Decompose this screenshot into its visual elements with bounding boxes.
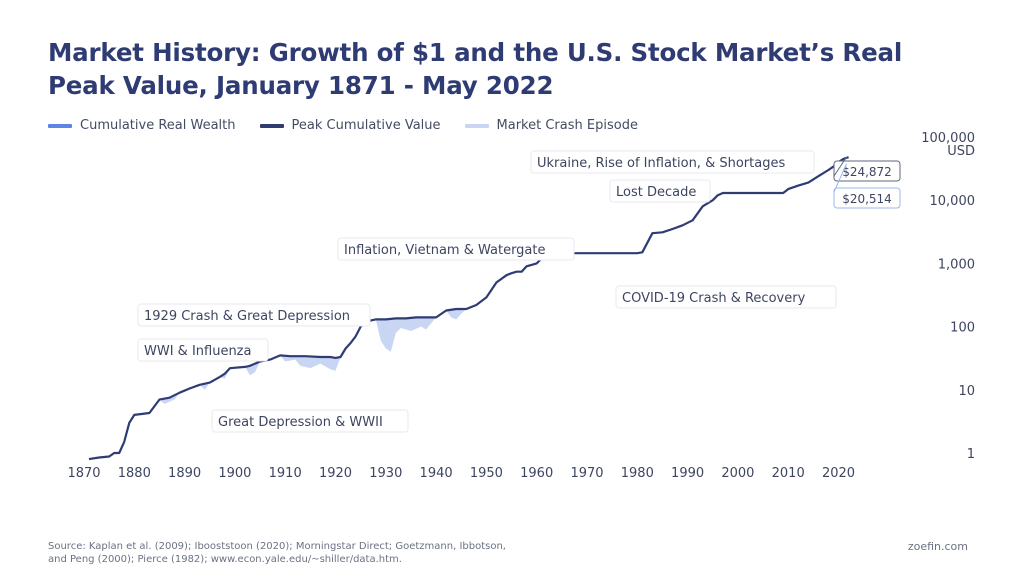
x-tick-label: 1930 bbox=[369, 466, 402, 481]
y-tick-label: 100,000 bbox=[921, 131, 975, 146]
chart-legend: Cumulative Real Wealth Peak Cumulative V… bbox=[48, 118, 662, 133]
x-tick-label: 1980 bbox=[621, 466, 654, 481]
x-tick-label: 1920 bbox=[319, 466, 352, 481]
source-line-1: Source: Kaplan et al. (2009); Ibooststoo… bbox=[48, 541, 506, 552]
annotation-box bbox=[137, 303, 371, 327]
value-labels: $24,872 $20,514 bbox=[833, 156, 901, 209]
x-tick-label: 2010 bbox=[772, 466, 805, 481]
x-tick-label: 1950 bbox=[470, 466, 503, 481]
x-tick-label: 1940 bbox=[420, 466, 453, 481]
annotation-label: COVID-19 Crash & Recovery bbox=[622, 291, 806, 306]
annotation-box bbox=[615, 285, 837, 309]
legend-item-cumulative-real-wealth: Cumulative Real Wealth bbox=[48, 118, 236, 133]
x-tick-label: 1990 bbox=[671, 466, 704, 481]
crash-episode-area-5 bbox=[280, 355, 341, 371]
value-label-connector bbox=[833, 156, 847, 177]
source-line-2: and Peng (2000); Pierce (1982); www.econ… bbox=[48, 554, 402, 565]
source-note: Source: Kaplan et al. (2009); Ibooststoo… bbox=[48, 540, 506, 566]
legend-label-cumulative-real-wealth: Cumulative Real Wealth bbox=[80, 118, 236, 133]
legend-item-peak-cumulative-value: Peak Cumulative Value bbox=[259, 118, 441, 133]
legend-label-peak-cumulative-value: Peak Cumulative Value bbox=[291, 118, 441, 133]
peak-cumulative-value-line bbox=[88, 156, 849, 461]
value-label: $24,872 bbox=[842, 165, 892, 179]
x-tick-label: 1910 bbox=[269, 466, 302, 481]
chart-title: Market History: Growth of $1 and the U.S… bbox=[48, 38, 903, 100]
annotations: 1929 Crash & Great Depression WWI & Influ… bbox=[137, 150, 837, 433]
legend-swatch-market-crash-episode bbox=[464, 123, 489, 128]
legend-label-market-crash-episode: Market Crash Episode bbox=[496, 118, 638, 133]
crash-episode-area-6 bbox=[375, 317, 437, 352]
x-tick-label: 1870 bbox=[67, 466, 100, 481]
crash-episode-area-7 bbox=[446, 308, 467, 320]
annotation-label: Ukraine, Rise of Inflation, & Shortages bbox=[537, 156, 785, 171]
crash-episode-area-4 bbox=[244, 361, 261, 376]
value-label: $20,514 bbox=[842, 192, 892, 206]
x-tick-label: 2020 bbox=[822, 466, 855, 481]
x-tick-label: 2000 bbox=[721, 466, 754, 481]
x-tick-label: 1970 bbox=[570, 466, 603, 481]
annotation-label: 1929 Crash & Great Depression bbox=[144, 309, 350, 324]
value-label-box bbox=[833, 187, 901, 209]
x-tick-label: 1960 bbox=[520, 466, 553, 481]
annotation-label: Lost Decade bbox=[616, 185, 696, 200]
x-tick-label: 1880 bbox=[118, 466, 151, 481]
y-tick-label: 10 bbox=[958, 384, 975, 399]
y-tick-label: 1,000 bbox=[938, 257, 975, 272]
annotation-label: WWI & Influenza bbox=[144, 344, 251, 359]
lines bbox=[88, 156, 849, 461]
value-label-box bbox=[833, 160, 901, 182]
x-axis: 1870 1880 1890 1900 1910 1920 1930 1940 1950 1960… bbox=[67, 466, 855, 481]
annotation-box bbox=[609, 179, 711, 203]
annotation-box bbox=[211, 409, 409, 433]
annotation-label: Inflation, Vietnam & Watergate bbox=[344, 243, 546, 258]
y-tick-label: 100 bbox=[950, 321, 975, 336]
value-label-connector bbox=[833, 163, 848, 193]
y-tick-label: 10,000 bbox=[930, 194, 976, 209]
annotation-box bbox=[137, 338, 269, 362]
x-tick-label: 1900 bbox=[218, 466, 251, 481]
brand-label: zoefin.com bbox=[907, 540, 968, 553]
legend-item-market-crash-episode: Market Crash Episode bbox=[464, 118, 638, 133]
annotation-box bbox=[530, 150, 815, 174]
y-tick-label: 1 bbox=[967, 447, 975, 462]
annotation-label: Great Depression & WWII bbox=[218, 415, 383, 430]
annotation-box bbox=[337, 237, 575, 261]
legend-swatch-peak-cumulative-value bbox=[259, 123, 284, 128]
x-tick-label: 1890 bbox=[168, 466, 201, 481]
y-unit-label: USD bbox=[947, 144, 975, 159]
legend-swatch-cumulative-real-wealth bbox=[48, 123, 72, 128]
